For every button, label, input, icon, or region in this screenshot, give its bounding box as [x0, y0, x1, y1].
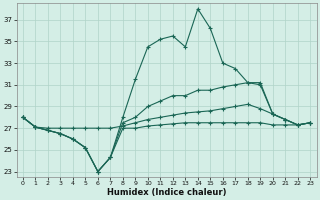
X-axis label: Humidex (Indice chaleur): Humidex (Indice chaleur) [107, 188, 226, 197]
